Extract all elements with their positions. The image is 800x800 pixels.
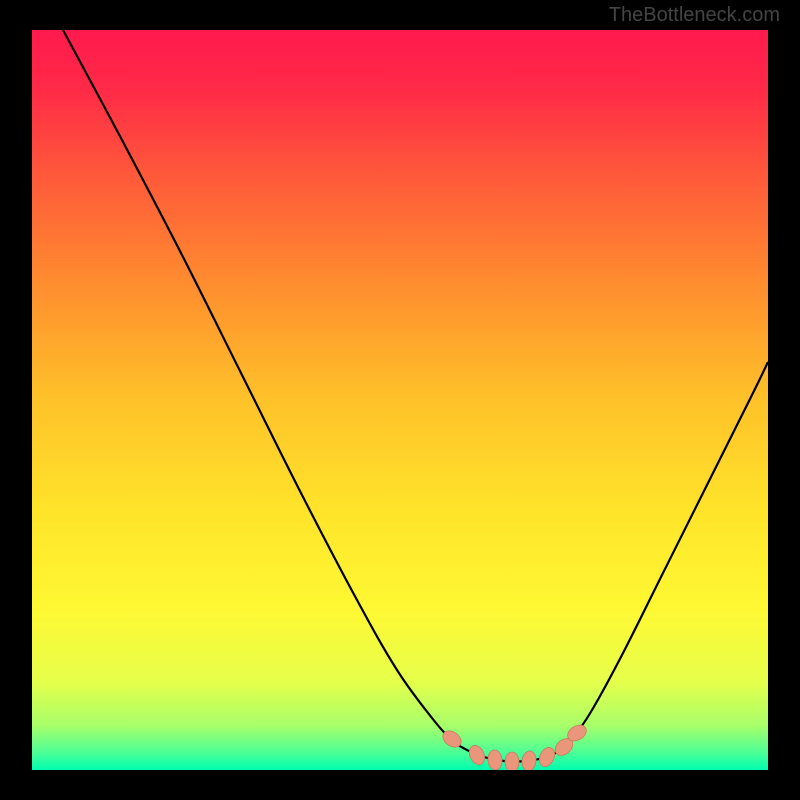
- curve-marker: [521, 750, 538, 770]
- curve-marker: [505, 752, 519, 770]
- bottleneck-curve: [63, 30, 768, 762]
- curve-marker: [536, 745, 557, 769]
- curve-marker: [466, 743, 487, 767]
- watermark-text: TheBottleneck.com: [609, 4, 780, 27]
- curve-markers-group: [440, 722, 589, 770]
- chart-curve-layer: [32, 30, 768, 770]
- curve-marker: [487, 749, 503, 770]
- chart-plot-area: [32, 30, 768, 770]
